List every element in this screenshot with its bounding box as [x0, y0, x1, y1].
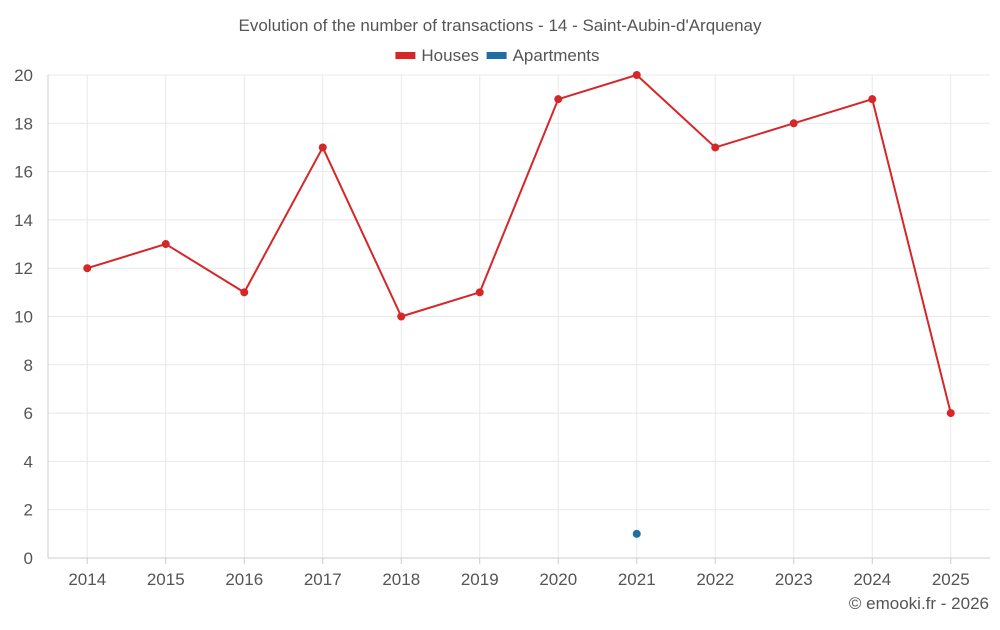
- x-tick-label: 2016: [225, 570, 263, 589]
- y-tick-label: 16: [14, 163, 33, 182]
- grid-lines: [48, 74, 990, 559]
- x-tick-label: 2018: [382, 570, 420, 589]
- y-tick-label: 20: [14, 66, 33, 85]
- x-tick-label: 2023: [775, 570, 813, 589]
- x-axis: 2014 2015 2016 2017 2018 2019 2020 2021 2022 2023…: [48, 557, 990, 589]
- data-point-houses[interactable]: [711, 143, 720, 152]
- data-point-houses[interactable]: [397, 312, 406, 321]
- data-point-houses[interactable]: [789, 119, 798, 128]
- data-point-houses[interactable]: [161, 240, 170, 249]
- series-group: [83, 71, 955, 538]
- data-point-houses[interactable]: [475, 288, 484, 297]
- data-point-houses[interactable]: [83, 264, 92, 273]
- series-line-houses: [86, 74, 952, 414]
- y-tick-label: 4: [24, 452, 33, 471]
- y-tick-label: 18: [14, 114, 33, 133]
- y-tick-label: 8: [24, 356, 33, 375]
- y-tick-label: 12: [14, 259, 33, 278]
- legend-label-apartments: Apartments: [513, 46, 600, 65]
- legend: Houses Apartments: [395, 46, 600, 65]
- data-point-houses[interactable]: [868, 95, 877, 104]
- x-tick-label: 2021: [618, 570, 656, 589]
- y-tick-label: 10: [14, 308, 33, 327]
- y-tick-label: 0: [24, 549, 33, 568]
- legend-swatch-apartments: [486, 52, 507, 59]
- chart-title: Evolution of the number of transactions …: [239, 16, 762, 35]
- legend-swatch-houses: [395, 52, 416, 59]
- legend-item-houses[interactable]: Houses: [395, 46, 479, 65]
- y-axis: 0 2 4 6 8 10 12 14 16 18 20: [14, 66, 49, 568]
- data-point-houses[interactable]: [318, 143, 327, 152]
- data-point-apartments[interactable]: [632, 529, 641, 538]
- data-point-houses[interactable]: [240, 288, 249, 297]
- x-tick-label: 2025: [932, 570, 970, 589]
- x-tick-label: 2022: [696, 570, 734, 589]
- x-tick-label: 2024: [853, 570, 891, 589]
- data-point-houses[interactable]: [632, 71, 641, 79]
- x-tick-label: 2014: [68, 570, 106, 589]
- x-tick-label: 2015: [147, 570, 185, 589]
- y-tick-label: 2: [24, 501, 33, 520]
- x-tick-label: 2020: [539, 570, 577, 589]
- y-tick-label: 6: [24, 404, 33, 423]
- data-point-houses[interactable]: [554, 95, 563, 104]
- legend-label-houses: Houses: [421, 46, 479, 65]
- y-tick-label: 14: [14, 211, 33, 230]
- credit-text: © emooki.fr - 2026: [849, 594, 989, 613]
- data-point-houses[interactable]: [946, 409, 955, 418]
- legend-item-apartments[interactable]: Apartments: [486, 46, 600, 65]
- x-tick-label: 2017: [304, 570, 342, 589]
- x-tick-label: 2019: [461, 570, 499, 589]
